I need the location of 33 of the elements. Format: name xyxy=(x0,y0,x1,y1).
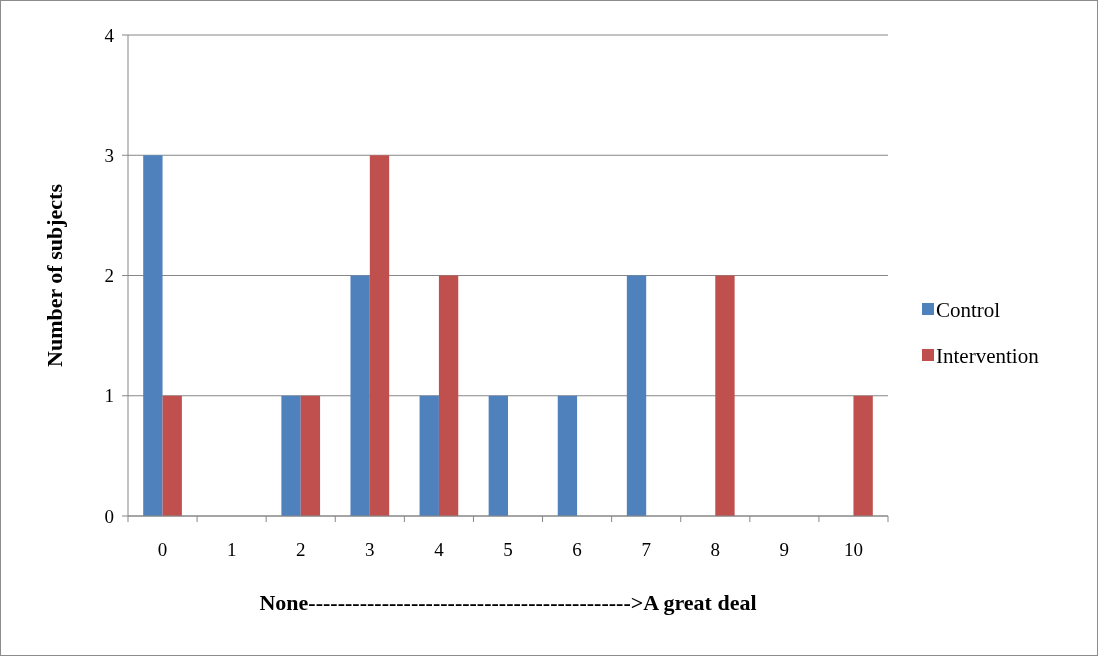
x-tick-label: 9 xyxy=(779,539,790,560)
legend-label: Control xyxy=(936,298,1001,323)
bar xyxy=(715,275,735,516)
bar xyxy=(626,275,647,516)
x-axis-title: None-------------------------------------------->A great deal xyxy=(259,590,757,615)
x-tick-label: 4 xyxy=(434,539,445,560)
y-tick-label: 2 xyxy=(104,265,114,287)
y-axis-title: Number of subjects xyxy=(42,183,67,367)
x-tick-label: 5 xyxy=(503,539,513,560)
y-tick-label: 4 xyxy=(104,24,115,46)
bar xyxy=(853,395,873,516)
x-tick-label: 0 xyxy=(157,539,168,560)
x-tick-label: 6 xyxy=(572,539,582,560)
bar xyxy=(488,395,508,516)
bar xyxy=(143,155,163,516)
bar xyxy=(300,395,321,516)
bar xyxy=(438,275,459,516)
bar xyxy=(281,395,301,516)
legend-label: Intervention xyxy=(936,344,1040,369)
bar xyxy=(419,395,439,516)
y-tick-label: 0 xyxy=(104,505,114,527)
x-tick-label: 7 xyxy=(641,539,651,560)
x-tick-label: 10 xyxy=(843,539,863,560)
bar xyxy=(369,155,390,516)
x-tick-label: 3 xyxy=(365,539,375,560)
bar xyxy=(557,395,578,516)
bar xyxy=(162,395,182,516)
x-tick-label: 8 xyxy=(710,539,721,560)
x-tick-label: 2 xyxy=(295,539,306,560)
bar xyxy=(350,275,370,516)
y-tick-label: 3 xyxy=(104,144,114,166)
x-tick-label: 1 xyxy=(226,539,237,560)
y-tick-label: 1 xyxy=(104,385,114,407)
